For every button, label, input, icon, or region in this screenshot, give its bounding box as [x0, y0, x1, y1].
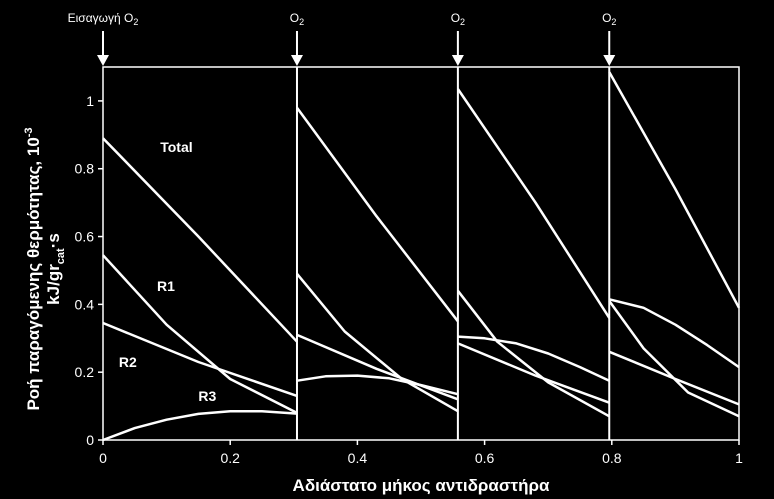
series-layer: [102, 71, 741, 442]
curve-label-total: Total: [160, 139, 192, 155]
curve-label-r2: R2: [119, 354, 137, 370]
injection-label-text: O: [290, 11, 299, 25]
injection-label-subscript: 2: [133, 17, 138, 27]
series-r2-segment-2: [296, 333, 459, 401]
series-total-segment-2: [295, 106, 459, 323]
series-r1-segment-1: [102, 254, 298, 415]
y-axis-title-line2: kJ/grcat·s: [44, 233, 67, 305]
plot-frame: [102, 66, 740, 441]
y-axis-title-main: Ροή παραγόμενης θερμότητας, 10: [24, 137, 43, 410]
injection-label-text: Εισαγωγή O: [68, 11, 134, 25]
injection-arrowhead-4: [603, 55, 616, 66]
axes: 0 0.2 0.4 0.6 0.8 1 0 0.2 0.4 0.6 0.8 1: [75, 66, 743, 466]
y-tick-label: 0.8: [75, 161, 95, 177]
y-tick-label: 0.2: [75, 364, 95, 380]
y-axis-title-subscript: cat: [55, 248, 67, 264]
injection-label-4: O2: [602, 11, 616, 27]
x-tick-label: 0.8: [602, 450, 622, 466]
injection-label-2: O2: [290, 11, 304, 27]
y-axis-title-line1: Ροή παραγόμενης θερμότητας, 10-3: [23, 127, 43, 410]
curve-label-r1: R1: [157, 278, 175, 294]
series-r3-segment-2: [296, 374, 459, 396]
y-tick-label: 0.4: [75, 296, 95, 312]
x-tick-label: 0: [99, 450, 107, 466]
series-r3-segment-4: [608, 298, 740, 369]
y-axis-title-exponent: -3: [23, 127, 35, 137]
injection-label-subscript: 2: [611, 17, 616, 27]
injection-arrowhead-3: [451, 55, 464, 66]
y-tick-label: 1: [86, 93, 94, 109]
injection-label-subscript: 2: [299, 17, 304, 27]
series-r3-segment-3: [457, 335, 610, 382]
injection-label-subscript: 2: [460, 17, 465, 27]
y-axis-title-suffix: ·s: [44, 233, 63, 248]
x-tick-label: 0.4: [348, 450, 368, 466]
injection-label-text: O: [602, 11, 611, 25]
injection-arrowhead-2: [290, 55, 303, 66]
x-tick-label: 0.2: [220, 450, 240, 466]
series-r2-segment-3: [457, 342, 610, 404]
series-total-segment-4: [608, 71, 741, 309]
series-total-segment-3: [456, 88, 611, 319]
x-tick-label: 1: [735, 450, 743, 466]
series-r1-segment-2: [296, 273, 459, 413]
y-tick-label: 0.6: [75, 229, 95, 245]
series-r1-segment-3: [456, 290, 610, 418]
x-tick-label: 0.6: [475, 450, 495, 466]
injection-arrowhead-1: [97, 55, 109, 66]
series-r2-segment-4: [608, 350, 740, 406]
series-r3-segment-1: [102, 409, 298, 442]
injection-label-text: O: [451, 11, 460, 25]
curve-label-r3: R3: [198, 388, 216, 404]
injection-label-3: O2: [451, 11, 465, 27]
series-total-segment-1: [102, 137, 298, 343]
series-r2-segment-1: [102, 321, 298, 398]
y-tick-label: 0: [86, 432, 94, 448]
injection-label-1: Εισαγωγή O2: [68, 11, 139, 27]
x-axis-title: Αδιάστατο μήκος αντιδραστήρα: [293, 476, 550, 495]
y-axis-title-unit: kJ/gr: [44, 264, 63, 305]
series-r1-segment-4: [608, 300, 740, 418]
